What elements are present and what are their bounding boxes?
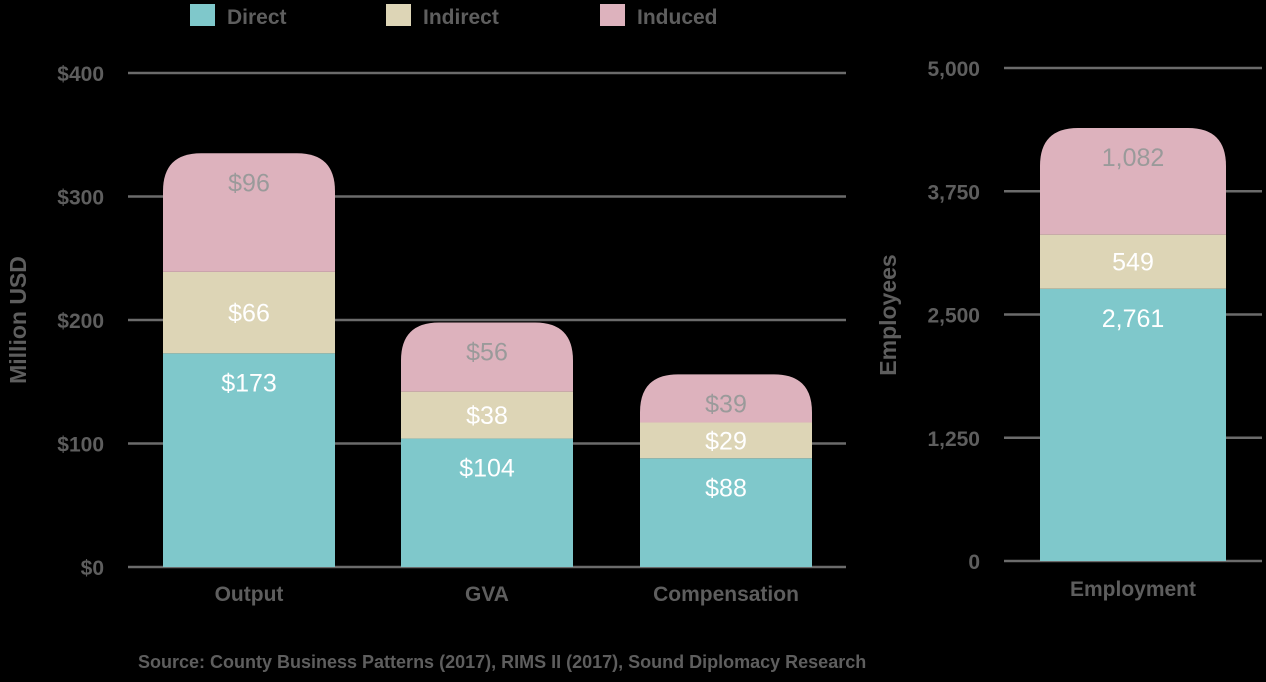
data-label-output-direct: $173 bbox=[221, 369, 277, 397]
bar-compensation-induced bbox=[640, 374, 812, 423]
data-label-employment-induced: 1,082 bbox=[1102, 144, 1165, 172]
bar-output-induced bbox=[163, 153, 335, 272]
data-label-output-indirect: $66 bbox=[228, 300, 270, 328]
data-label-output-induced: $96 bbox=[228, 169, 270, 197]
y-tick-label: $400 bbox=[57, 63, 104, 86]
bar-gva-indirect bbox=[401, 391, 573, 439]
data-label-gva-induced: $56 bbox=[466, 338, 508, 366]
bar-employment-direct bbox=[1040, 288, 1226, 561]
y-axis-title: Employees bbox=[875, 254, 901, 375]
bar-output-indirect bbox=[163, 271, 335, 354]
y-tick-label: 1,250 bbox=[927, 428, 980, 451]
data-label-compensation-indirect: $29 bbox=[705, 427, 747, 455]
bar-employment-induced bbox=[1040, 127, 1226, 235]
category-label-employment: Employment bbox=[1070, 578, 1196, 601]
bar-gva-direct bbox=[401, 438, 573, 567]
category-label-compensation: Compensation bbox=[653, 583, 799, 606]
y-tick-label: 2,500 bbox=[927, 305, 980, 328]
data-label-compensation-direct: $88 bbox=[705, 474, 747, 502]
data-label-gva-direct: $104 bbox=[459, 455, 515, 483]
y-tick-label: $0 bbox=[81, 557, 104, 580]
bar-employment-indirect bbox=[1040, 234, 1226, 289]
y-tick-label: 3,750 bbox=[927, 181, 980, 204]
y-tick-label: $100 bbox=[57, 434, 104, 457]
y-tick-label: 5,000 bbox=[927, 58, 980, 81]
chart-employees: 0 1,250 2,500 3,750 5,000 Employees 2,761 549 1,… bbox=[875, 58, 1262, 601]
bar-compensation-indirect bbox=[640, 422, 812, 459]
bar-compensation-direct bbox=[640, 458, 812, 567]
category-label-gva: GVA bbox=[465, 583, 509, 606]
data-label-employment-direct: 2,761 bbox=[1102, 305, 1165, 333]
y-tick-label: $300 bbox=[57, 187, 104, 210]
data-label-compensation-induced: $39 bbox=[705, 390, 747, 418]
legend: Direct Indirect Induced bbox=[190, 4, 718, 29]
y-tick-label: $200 bbox=[57, 310, 104, 333]
chart-million-usd: $0 $100 $200 $300 $400 Million USD $173 $66 $96 O… bbox=[5, 63, 846, 606]
legend-swatch-indirect bbox=[386, 4, 411, 26]
legend-swatch-direct bbox=[190, 4, 215, 26]
legend-label-induced: Induced bbox=[637, 6, 718, 29]
y-tick-label: 0 bbox=[968, 551, 980, 574]
category-label-output: Output bbox=[215, 583, 284, 606]
legend-label-indirect: Indirect bbox=[423, 6, 499, 29]
legend-label-direct: Direct bbox=[227, 6, 287, 29]
bar-gva-induced bbox=[401, 322, 573, 392]
data-label-employment-indirect: 549 bbox=[1112, 249, 1154, 277]
legend-swatch-induced bbox=[600, 4, 625, 26]
bar-output-direct bbox=[163, 353, 335, 567]
data-label-gva-indirect: $38 bbox=[466, 402, 508, 430]
source-note: Source: County Business Patterns (2017),… bbox=[138, 652, 866, 672]
y-axis-title: Million USD bbox=[5, 256, 31, 384]
